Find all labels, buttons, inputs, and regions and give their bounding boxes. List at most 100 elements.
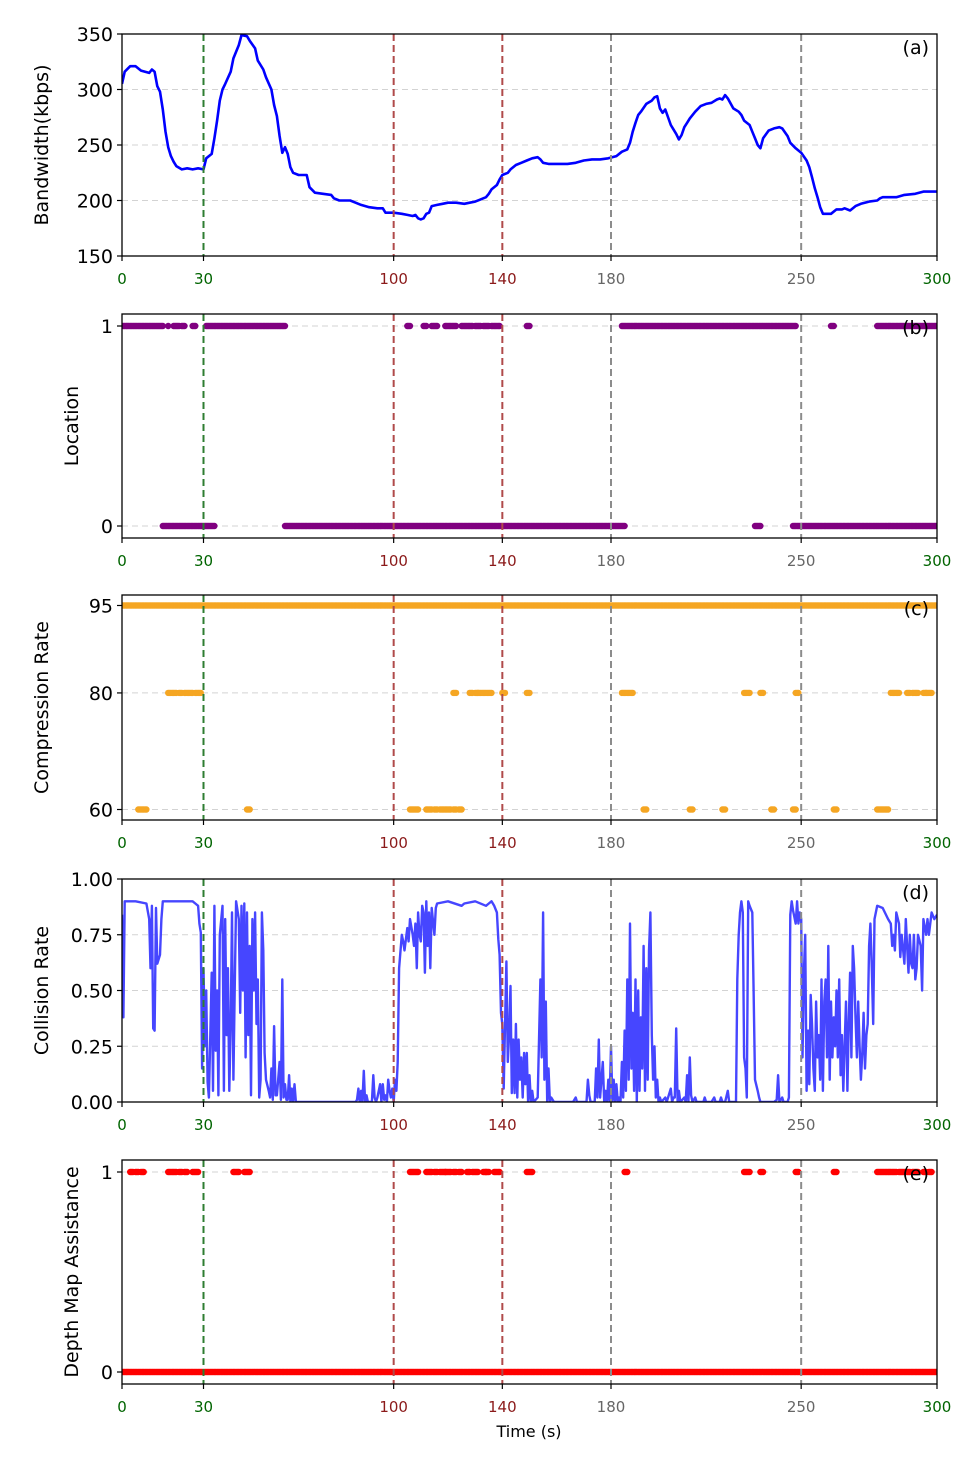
data-point <box>795 689 802 697</box>
data-point <box>746 1168 753 1176</box>
data-point <box>624 1168 631 1176</box>
x-tick-label: 30 <box>194 1398 213 1416</box>
data-point <box>181 322 188 330</box>
data-point <box>474 1168 482 1176</box>
data-point <box>452 322 460 330</box>
data-point <box>833 806 840 813</box>
y-axis-label: Location <box>61 386 83 466</box>
x-tick-label: 300 <box>923 270 952 288</box>
data-point <box>488 689 495 697</box>
data-point <box>770 806 778 813</box>
y-tick-label: 95 <box>89 595 113 617</box>
panel-label: (c) <box>904 598 929 620</box>
data-point <box>501 689 509 697</box>
x-tick-label: 250 <box>787 1398 816 1416</box>
x-tick-label: 180 <box>597 270 626 288</box>
x-tick-label: 180 <box>597 1116 626 1134</box>
y-axis-label: Compression Rate <box>31 621 53 794</box>
x-tick-label: 140 <box>488 1398 517 1416</box>
data-point <box>197 689 204 697</box>
data-point <box>746 689 753 697</box>
x-tick-label: 30 <box>194 552 213 570</box>
y-tick-label: 60 <box>89 800 113 822</box>
plot-area <box>122 34 937 221</box>
data-point <box>529 1168 536 1176</box>
y-tick-label: 350 <box>77 24 113 46</box>
x-tick-label: 250 <box>787 834 816 852</box>
y-tick-label: 0 <box>101 516 113 538</box>
data-point <box>759 1168 767 1176</box>
data-point <box>235 1168 242 1176</box>
y-tick-label: 0.50 <box>71 981 113 1003</box>
x-tick-label: 140 <box>488 270 517 288</box>
data-line-bandwidth <box>122 34 937 221</box>
data-point <box>423 322 430 330</box>
x-tick-label: 300 <box>923 834 952 852</box>
data-point <box>458 1168 465 1176</box>
x-tick-label: 180 <box>597 834 626 852</box>
data-point <box>485 1168 492 1176</box>
y-tick-label: 1 <box>101 316 113 338</box>
x-tick-label: 250 <box>787 1116 816 1134</box>
x-tick-label: 100 <box>379 1116 408 1134</box>
x-tick-label: 0 <box>117 552 127 570</box>
panel-d-collision-rate: 0.00 0.25 0.50 0.75 1.00 0 30 100 140 180 250 300 Co… <box>31 869 951 1134</box>
data-point <box>795 1168 802 1176</box>
data-point <box>140 1168 147 1176</box>
x-tick-label: 30 <box>194 270 213 288</box>
data-point <box>884 806 892 813</box>
x-tick-label: 100 <box>379 552 408 570</box>
y-tick-label: 0.00 <box>71 1092 113 1114</box>
x-tick-label: 0 <box>117 1116 127 1134</box>
data-point <box>159 322 166 330</box>
panel-c-compression-rate: 60 80 95 0 30 100 140 180 250 300 Compression Rate… <box>31 594 952 852</box>
x-tick-label: 0 <box>117 270 127 288</box>
panel-b-location: 0 1 0 30 100 140 180 250 300 Location (b) <box>61 313 952 570</box>
x-tick-label: 140 <box>488 1116 517 1134</box>
data-point <box>721 806 729 813</box>
panel-label: (d) <box>902 882 929 904</box>
data-point <box>914 1168 922 1176</box>
y-tick-label: 150 <box>77 246 113 268</box>
data-point <box>496 322 503 330</box>
panel-label: (b) <box>902 317 929 339</box>
data-point <box>526 689 533 697</box>
x-tick-label: 100 <box>379 270 408 288</box>
y-axis-label: Depth Map Assistance <box>61 1166 83 1377</box>
axes-frame <box>121 1159 938 1385</box>
x-tick-label: 300 <box>923 1398 952 1416</box>
plot-area <box>122 900 937 1102</box>
x-tick-label: 0 <box>117 834 127 852</box>
data-point <box>933 522 937 530</box>
data-point <box>192 322 199 330</box>
x-tick-label: 180 <box>597 552 626 570</box>
y-axis-label: Bandwidth(kbps) <box>31 65 53 226</box>
data-point <box>406 322 414 330</box>
data-point <box>830 322 837 330</box>
y-axis-label: Collision Rate <box>31 926 53 1055</box>
data-point <box>496 1168 503 1176</box>
data-point <box>928 689 935 697</box>
y-tick-label: 300 <box>77 80 113 102</box>
y-tick-label: 0 <box>101 1362 113 1384</box>
data-point <box>184 1168 191 1176</box>
x-tick-label: 300 <box>923 552 952 570</box>
y-tick-label: 200 <box>77 191 113 213</box>
data-point <box>759 689 767 697</box>
data-point <box>526 322 533 330</box>
data-point <box>452 689 460 697</box>
x-tick-label: 100 <box>379 1398 408 1416</box>
axes-frame <box>121 594 938 821</box>
data-point <box>211 522 218 530</box>
data-point <box>281 322 289 330</box>
data-point <box>414 806 422 813</box>
data-point <box>143 806 150 813</box>
y-tick-label: 0.75 <box>71 925 113 947</box>
y-tick-label: 80 <box>89 683 113 705</box>
panel-label: (e) <box>902 1163 929 1185</box>
data-point <box>165 322 172 330</box>
panel-e-depth-map-assistance: 0 1 0 30 100 140 180 250 300 Depth Map Assistance… <box>61 1159 952 1416</box>
data-point <box>689 806 696 813</box>
data-line-collision-rate <box>122 900 937 1102</box>
